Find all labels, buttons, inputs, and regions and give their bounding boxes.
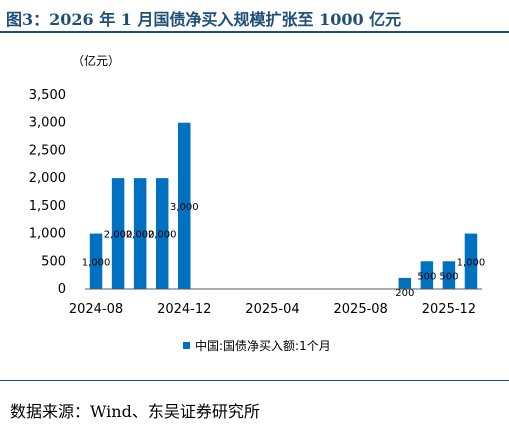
- bar-data-label: 2,000: [104, 230, 133, 241]
- x-axis: 2024-08 2024-12 2025-04 2025-08 2025-12: [69, 302, 476, 317]
- unit-label: （亿元）: [72, 53, 120, 68]
- y-tick-label: 500: [41, 254, 66, 269]
- chart-title: 图3：2026 年 1 月国债净买入规模扩张至 1000 亿元: [6, 10, 402, 29]
- bar: [89, 233, 103, 289]
- title-divider: [0, 31, 509, 33]
- bar: [133, 178, 147, 289]
- bar-chart: （亿元） 05001,0001,5002,0002,5003,0003,500 …: [29, 53, 486, 353]
- legend-swatch: [183, 342, 190, 349]
- y-tick-label: 1,000: [29, 227, 66, 242]
- footer-divider: [0, 380, 509, 381]
- bar: [420, 261, 434, 289]
- x-tick-label: 2024-08: [69, 302, 123, 317]
- y-tick-label: 3,000: [29, 116, 66, 131]
- y-tick-label: 2,500: [29, 143, 66, 158]
- x-tick-label: 2025-08: [334, 302, 388, 317]
- bar: [155, 178, 169, 289]
- bar-data-label: 1,000: [457, 257, 486, 268]
- legend-label: 中国:国债净买入额:1个月: [195, 338, 331, 353]
- bar: [464, 233, 478, 289]
- x-tick-label: 2025-04: [245, 302, 299, 317]
- bar-data-label: 3,000: [170, 202, 199, 213]
- bar-data-label: 500: [439, 271, 458, 282]
- x-tick-label: 2024-12: [157, 302, 211, 317]
- x-tick-label: 2025-12: [422, 302, 476, 317]
- y-tick-label: 3,500: [29, 88, 66, 103]
- bar-data-label: 2,000: [126, 230, 155, 241]
- y-tick-label: 2,000: [29, 171, 66, 186]
- bar-data-label: 1,000: [82, 257, 111, 268]
- bar: [442, 261, 456, 289]
- data-source: 数据来源：Wind、东吴证券研究所: [10, 402, 260, 421]
- y-axis: 0 500 1,000 1,500 2,000 2,500 3,000 3,500: [29, 88, 66, 297]
- bar: [178, 122, 191, 289]
- y-tick-label: 1,500: [29, 199, 66, 214]
- bar: [111, 178, 125, 289]
- legend: 中国:国债净买入额:1个月: [183, 338, 331, 353]
- bar-data-label: 500: [417, 271, 436, 282]
- bar-data-label: 2,000: [148, 230, 177, 241]
- bar: [398, 277, 412, 289]
- y-tick-label: 0: [58, 282, 66, 297]
- bar-data-label: 200: [395, 288, 414, 299]
- bar-series: [89, 122, 478, 289]
